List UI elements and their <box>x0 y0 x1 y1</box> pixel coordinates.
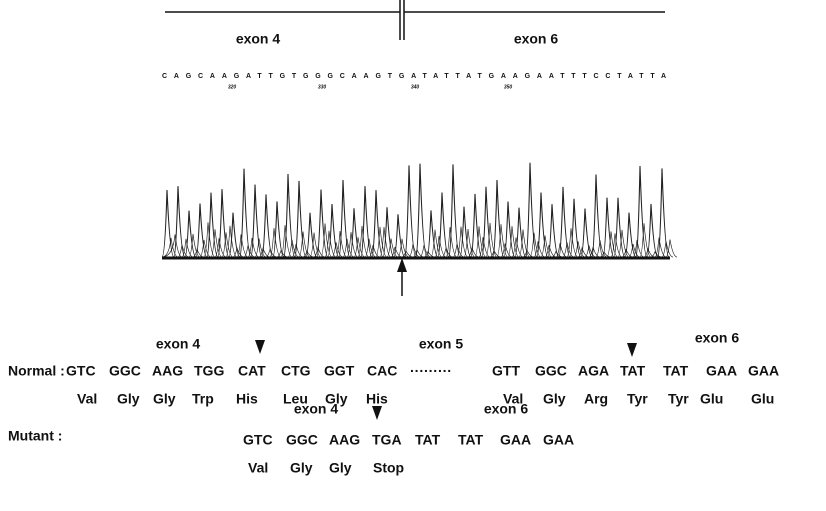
row-label: Mutant : <box>8 428 62 444</box>
codon: GAA <box>500 432 531 448</box>
codon: TAT <box>620 363 646 379</box>
codon: GTT <box>492 363 520 379</box>
amino-acid: Val <box>77 391 97 407</box>
amino-acid: Arg <box>584 391 608 407</box>
position: 320 <box>228 84 237 90</box>
amino-acid: Glu <box>700 391 723 407</box>
sequence: CAGCAAGATTGTGGGCAAGTGATATTATGAAGAATTTCCT… <box>162 73 666 80</box>
codon: GTC <box>243 432 273 448</box>
codon: TAT <box>458 432 484 448</box>
amino-acid: Gly <box>153 391 176 407</box>
arrow <box>397 258 407 296</box>
amino-acid: His <box>236 391 258 407</box>
figure: exon 4 exon 6 CAGCAAGATTGTGGGCAAGTGATATT… <box>0 0 826 511</box>
codon: TGG <box>194 363 224 379</box>
amino-acid: Gly <box>543 391 566 407</box>
codon: GTC <box>66 363 96 379</box>
chromatogram <box>162 163 677 257</box>
codon: GGC <box>535 363 567 379</box>
amino-acid: Tyr <box>627 391 648 407</box>
marker <box>372 406 382 420</box>
exon-label: exon 6 <box>484 401 529 417</box>
trace <box>162 163 669 257</box>
amino-acid: Stop <box>373 460 404 476</box>
amino-acid: Glu <box>751 391 774 407</box>
codon: GGC <box>286 432 318 448</box>
position: 350 <box>504 84 513 90</box>
codon: AGA <box>578 363 609 379</box>
exon-label: exon 4 <box>156 336 201 352</box>
sequence-rows: exon 4 exon 5 exon 6 GTC GGC AAG TGG CAT CTG GGT C… <box>66 330 779 476</box>
codon: AAG <box>329 432 360 448</box>
codon: GAA <box>543 432 574 448</box>
codon: ········· <box>410 363 452 379</box>
codon: TAT <box>415 432 441 448</box>
position: 330 <box>318 84 327 90</box>
amino-acid: His <box>366 391 388 407</box>
marker <box>627 343 637 357</box>
position: 340 <box>411 84 420 90</box>
codon: CAC <box>367 363 397 379</box>
amino-acid: Gly <box>117 391 140 407</box>
codon: CAT <box>238 363 266 379</box>
amino-acid: Tyr <box>668 391 689 407</box>
exon-label: exon 5 <box>419 336 464 352</box>
codon: GAA <box>748 363 779 379</box>
amino-acid: Val <box>248 460 268 476</box>
codon: TGA <box>372 432 402 448</box>
row-label: Normal : <box>8 363 65 379</box>
exon-label: exon 6 <box>514 31 559 47</box>
codon: GGT <box>324 363 355 379</box>
exon-label: exon 6 <box>695 330 740 346</box>
exon-label: exon 4 <box>236 31 281 47</box>
marker <box>255 340 265 354</box>
codon: CTG <box>281 363 311 379</box>
amino-acid: Gly <box>290 460 313 476</box>
amino-acid: Trp <box>192 391 214 407</box>
codon: GAA <box>706 363 737 379</box>
exon-label: exon 4 <box>294 401 339 417</box>
codon: GGC <box>109 363 141 379</box>
codon: TAT <box>663 363 689 379</box>
amino-acid: Gly <box>329 460 352 476</box>
codon: AAG <box>152 363 183 379</box>
